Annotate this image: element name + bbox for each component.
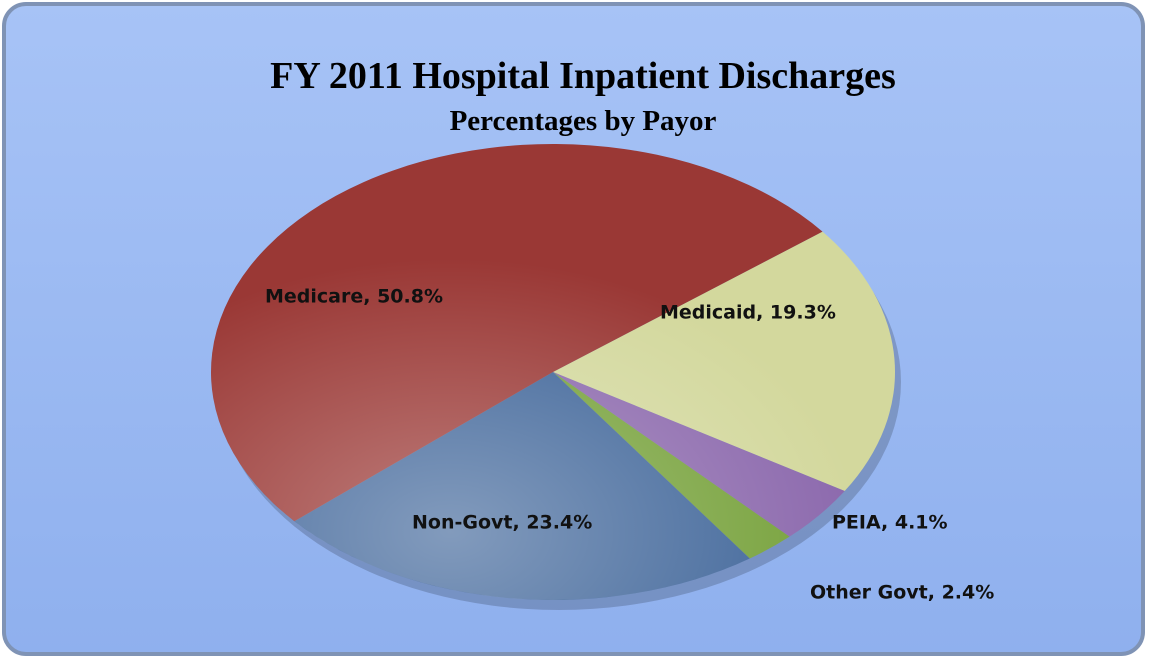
pie-highlight bbox=[211, 144, 895, 600]
data-label: Medicaid, 19.3% bbox=[660, 302, 836, 324]
data-label: PEIA, 4.1% bbox=[832, 512, 948, 534]
chart-subtitle: Percentages by Payor bbox=[450, 105, 717, 137]
chart-title: FY 2011 Hospital Inpatient Discharges bbox=[270, 55, 896, 97]
data-label: Other Govt, 2.4% bbox=[810, 582, 994, 604]
data-label: Non-Govt, 23.4% bbox=[412, 512, 592, 534]
data-label: Medicare, 50.8% bbox=[265, 286, 443, 308]
